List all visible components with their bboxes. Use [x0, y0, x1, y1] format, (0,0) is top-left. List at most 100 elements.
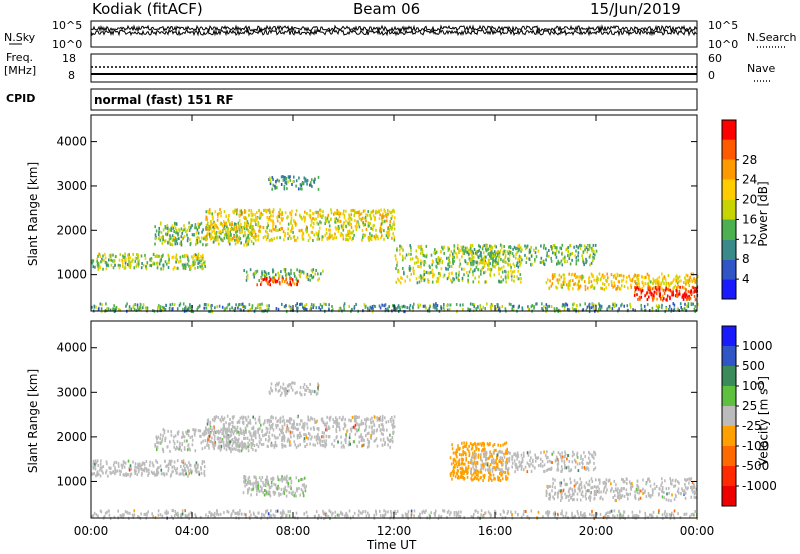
power-cell: [306, 226, 308, 230]
power-ytick-label: 3000: [56, 179, 87, 193]
velocity-cell: [195, 428, 197, 432]
velocity-cell: [328, 426, 331, 430]
velocity-cell: [480, 513, 482, 517]
power-cell: [192, 260, 194, 264]
power-cell: [238, 227, 241, 231]
power-cell: [356, 225, 358, 229]
power-cell: [567, 284, 570, 288]
velocity-cell: [181, 512, 184, 516]
power-cell: [527, 305, 529, 309]
power-cell: [258, 306, 261, 310]
velocity-cell: [336, 420, 338, 424]
velocity-cell: [191, 435, 193, 439]
velocity-cell: [281, 477, 284, 481]
power-cell: [273, 228, 275, 232]
velocity-cell: [164, 459, 166, 463]
power-cell: [119, 253, 122, 256]
velocity-cell: [107, 509, 110, 513]
power-cell: [245, 270, 248, 274]
noise-search-trace: [90, 28, 698, 37]
power-cell: [648, 274, 650, 278]
power-cell: [346, 238, 348, 241]
velocity-cell: [381, 419, 383, 423]
velocity-cell: [305, 434, 308, 438]
velocity-cell: [281, 424, 284, 428]
power-cell: [432, 260, 434, 264]
velocity-cell: [336, 513, 339, 517]
velocity-cell: [537, 510, 540, 514]
power-cell: [280, 270, 282, 274]
power-cell: [295, 222, 298, 226]
velocity-cell: [355, 415, 357, 419]
power-cell: [374, 218, 376, 222]
power-cell: [590, 306, 593, 310]
velocity-cell: [189, 463, 192, 467]
power-cell: [517, 269, 519, 273]
power-cell: [612, 303, 614, 307]
velocity-cell: [222, 417, 224, 421]
power-cell: [399, 281, 402, 285]
power-cell: [554, 273, 556, 276]
velocity-cell: [266, 475, 268, 479]
power-cell: [237, 238, 239, 242]
power-cell: [184, 227, 186, 231]
velocity-cell: [349, 433, 351, 436]
power-cell: [586, 305, 589, 309]
velocity-cell: [229, 422, 231, 426]
velocity-cell: [303, 427, 305, 431]
power-cell: [173, 303, 176, 307]
power-cell: [387, 230, 389, 234]
power-cell: [219, 208, 221, 212]
power-cell: [198, 304, 201, 308]
velocity-cell: [170, 430, 172, 434]
velocity-cell: [221, 432, 223, 436]
velocity-cell: [275, 486, 278, 490]
power-cell: [658, 290, 661, 294]
nave-tick-60: 60: [708, 52, 722, 65]
power-cell: [277, 271, 279, 275]
velocity-cell: [386, 428, 388, 432]
power-cell: [271, 219, 274, 223]
power-cell: [331, 305, 333, 308]
power-cell: [671, 281, 673, 285]
power-cell: [227, 240, 230, 244]
velocity-cell: [392, 421, 395, 425]
velocity-cell: [214, 441, 216, 444]
power-cell: [383, 214, 385, 218]
velocity-cell: [305, 484, 307, 488]
power-cell: [507, 276, 509, 280]
power-cell: [417, 265, 419, 268]
velocity-cell: [226, 444, 228, 448]
velocity-cell: [268, 437, 271, 441]
velocity-cell: [325, 434, 328, 438]
velocity-cell: [297, 434, 300, 437]
power-cell: [188, 229, 191, 232]
velocity-cell: [278, 493, 280, 497]
power-cell: [572, 308, 575, 312]
velocity-cell: [396, 509, 399, 513]
velocity-cell: [221, 439, 223, 443]
velocity-cell: [380, 432, 383, 436]
power-cell: [236, 240, 239, 244]
power-cell: [335, 217, 337, 221]
power-cell: [360, 218, 363, 222]
power-cell: [360, 212, 363, 216]
noise-ytick-bottom-right: 10^0: [708, 38, 739, 51]
velocity-cell: [244, 442, 247, 446]
power-cell: [672, 293, 675, 297]
power-cell: [245, 225, 248, 229]
power-cell: [679, 285, 681, 289]
power-cell: [384, 213, 387, 217]
power-cell: [596, 275, 598, 279]
power-cell: [516, 246, 518, 250]
velocity-cell: [260, 438, 262, 442]
power-cell: [385, 234, 388, 238]
velocity-cell: [225, 441, 228, 445]
velocity-cell: [148, 471, 150, 475]
power-cell: [524, 244, 526, 248]
power-cell: [692, 290, 695, 294]
velocity-cell: [121, 513, 124, 517]
power-cell: [227, 218, 230, 222]
velocity-cell: [136, 473, 138, 477]
power-cell: [96, 259, 98, 263]
